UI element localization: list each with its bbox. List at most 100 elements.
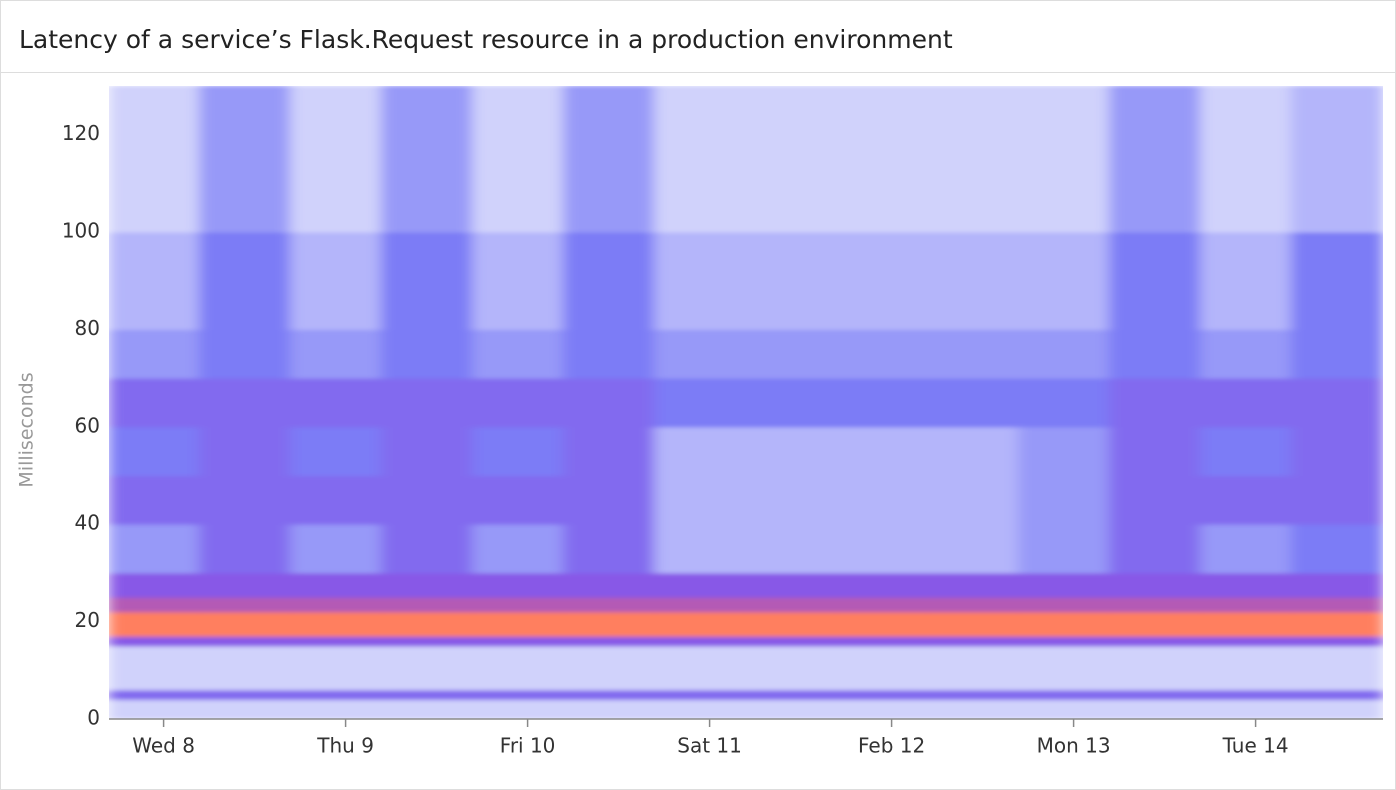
heatmap-cell [1018,699,1111,719]
heatmap-cell [927,572,1020,598]
heatmap-cell [654,689,747,701]
heatmap-cell [472,635,565,647]
heatmap-cell [1109,699,1202,719]
heatmap-cell [1291,689,1383,701]
heatmap-cell [199,635,292,647]
heatmap-cell [836,475,929,525]
heatmap-cell [199,523,292,574]
heatmap-cell [654,572,747,598]
heatmap-cell [654,231,747,330]
heatmap-cell [199,86,292,233]
heatmap-cell [836,689,929,701]
heatmap-cell [1109,86,1202,233]
heatmap-cell [1291,611,1383,637]
heatmap-cell [472,86,565,233]
heatmap-cell [109,377,201,428]
heatmap-cell [199,689,292,701]
heatmap-cell [927,523,1020,574]
x-tick-label: Sat 11 [677,734,742,758]
heatmap-cell [654,86,747,233]
heatmap-cell [1109,523,1202,574]
heatmap-cell [290,475,383,525]
heatmap-cell [290,635,383,647]
x-tick-label: Mon 13 [1037,734,1111,758]
heatmap-cell [1109,231,1202,330]
heatmap-cell [109,596,201,613]
heatmap-cell [745,689,838,701]
heatmap-cell [381,426,474,477]
y-tick-label: 100 [62,219,100,243]
heatmap-cell [1109,475,1202,525]
heatmap-cell [109,611,201,637]
heatmap-cell [1109,596,1202,613]
heatmap-cell [654,377,747,428]
heatmap-cell [563,572,656,598]
heatmap-cell [745,231,838,330]
y-tick-label: 60 [75,413,100,437]
heatmap-cell [1200,645,1293,691]
heatmap-cell [381,523,474,574]
heatmap-cell [1018,645,1111,691]
heatmap-cell [1291,86,1383,233]
x-tick-label: Tue 14 [1222,734,1289,758]
heatmap-cell [109,572,201,598]
heatmap-cell [927,475,1020,525]
heatmap-cell [1200,611,1293,637]
heatmap-cell [1018,689,1111,701]
heatmap-cell [1291,635,1383,647]
heatmap-cell [1018,86,1111,233]
heatmap-cell [1018,231,1111,330]
x-tick-label: Fri 10 [500,734,556,758]
heatmap-cell [745,699,838,719]
heatmap-cell [745,645,838,691]
heatmap-cell [654,699,747,719]
heatmap-cells [109,86,1383,719]
heatmap-cell [1200,523,1293,574]
heatmap-cell [927,699,1020,719]
heatmap-cell [381,328,474,379]
heatmap-cell [290,689,383,701]
heatmap-cell [1200,328,1293,379]
y-tick-label: 120 [62,121,100,145]
y-tick-label: 40 [75,511,100,535]
heatmap-cell [381,377,474,428]
heatmap-cell [1200,635,1293,647]
chart-title: Latency of a service’s Flask.Request res… [1,1,1395,73]
heatmap-cell [381,699,474,719]
heatmap-cell [472,377,565,428]
heatmap-cell [927,611,1020,637]
heatmap-cell [290,645,383,691]
heatmap-cell [1109,426,1202,477]
heatmap-cell [1200,231,1293,330]
heatmap-cell [836,699,929,719]
heatmap-cell [1018,377,1111,428]
heatmap-cell [109,475,201,525]
heatmap-cell [290,377,383,428]
heatmap-cell [1018,523,1111,574]
heatmap-cell [1018,475,1111,525]
heatmap-cell [745,475,838,525]
heatmap-cell [109,231,201,330]
heatmap-cell [1109,328,1202,379]
heatmap-cell [563,635,656,647]
heatmap-cell [563,426,656,477]
x-tick-label: Feb 12 [858,734,925,758]
heatmap-cell [1200,86,1293,233]
heatmap-cell [836,635,929,647]
heatmap-cell [1291,645,1383,691]
heatmap-cell [927,635,1020,647]
heatmap-cell [745,572,838,598]
heatmap-cell [745,611,838,637]
heatmap-cell [109,645,201,691]
heatmap-cell [836,611,929,637]
heatmap-cell [563,611,656,637]
heatmap-cell [472,328,565,379]
heatmap-cell [1109,572,1202,598]
chart: Milliseconds Wed 8 Thu 9 Fri 10 Sat 11 Feb 1… [16,86,1383,758]
heatmap-cell [109,699,201,719]
heatmap-cell [745,328,838,379]
heatmap-cell [472,645,565,691]
heatmap-cell [472,699,565,719]
heatmap-cell [1291,475,1383,525]
